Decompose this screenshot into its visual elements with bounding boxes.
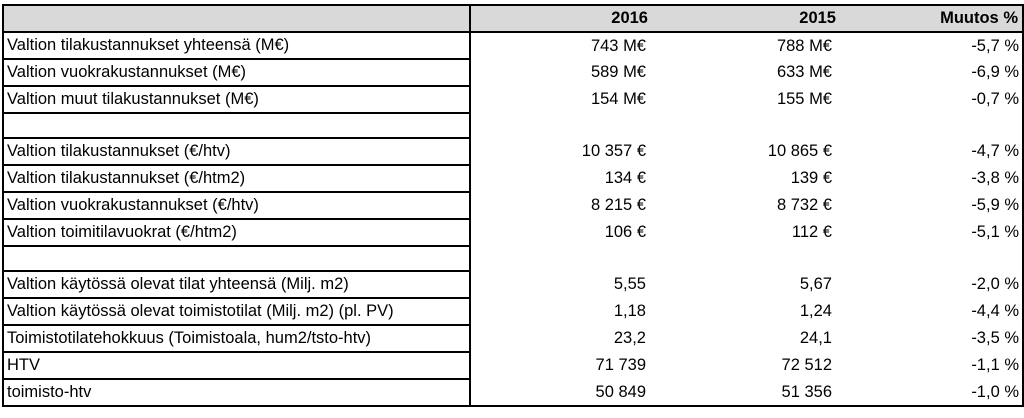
table-row: Valtion käytössä olevat tilat yhteensä (… <box>2 270 1024 299</box>
value-2016: 106 € <box>604 223 646 241</box>
row-label: HTV <box>2 351 471 380</box>
row-label: Valtion toimitilavuokrat (€/htm2) <box>2 218 471 247</box>
value-2016: 10 357 € <box>581 142 646 160</box>
row-label: toimisto-htv <box>2 378 471 407</box>
value-2015: 8 732 € <box>776 196 832 214</box>
value-2015: 112 € <box>791 223 832 241</box>
value-2015: 5,67 <box>799 275 832 293</box>
value-2015: 51 356 <box>652 379 840 407</box>
row-label: Toimistotilatehokkuus (Toimistoala, hum2… <box>2 324 471 353</box>
spacer-row <box>2 245 1024 272</box>
header-change-percent: Muutos % <box>840 4 1024 33</box>
value-2016: 8 215 € <box>590 196 646 214</box>
row-label: Valtion vuokrakustannukset (M€) <box>2 58 471 87</box>
spacer-row <box>2 112 1024 139</box>
table-row: Valtion käytössä olevat toimistotilat (M… <box>2 297 1024 326</box>
value-2016: 50 849 <box>470 379 652 407</box>
value-change: -5,9 % <box>840 192 1024 219</box>
value-2015: 788 M€ <box>776 36 832 55</box>
value-change: -1,1 % <box>840 352 1024 379</box>
header-2016: 2016 <box>470 4 652 33</box>
value-2016: 23,2 <box>613 329 646 347</box>
value-2015: 72 512 <box>781 356 832 374</box>
row-label <box>2 112 471 139</box>
table-row: toimisto-htv 50 849 51 356 -1,0 % <box>2 378 1024 407</box>
cost-comparison-table: 2016 2015 Muutos % Valtion tilakustannuk… <box>2 4 1024 407</box>
value-2016: 71 739 <box>595 356 646 374</box>
header-row: 2016 2015 Muutos % <box>2 4 1024 33</box>
row-label: Valtion muut tilakustannukset (M€) <box>2 85 471 114</box>
table-row: Valtion muut tilakustannukset (M€) 154 M… <box>2 85 1024 114</box>
value-change: -3,8 % <box>840 165 1024 192</box>
value-change: -5,7 % <box>840 32 1024 59</box>
value-change: -2,0 % <box>840 271 1024 298</box>
row-label: Valtion käytössä olevat toimistotilat (M… <box>2 297 471 326</box>
value-change: -3,5 % <box>840 325 1024 352</box>
row-label: Valtion tilakustannukset yhteensä (M€) <box>2 31 471 60</box>
value-change: -1,0 % <box>840 379 1024 407</box>
value-2015: 155 M€ <box>776 90 832 108</box>
header-2015: 2015 <box>652 4 840 33</box>
value-change: -4,7 % <box>840 138 1024 165</box>
table-row: Valtion tilakustannukset yhteensä (M€) 7… <box>2 31 1024 60</box>
value-2015: 24,1 <box>799 329 832 347</box>
value-2016: 589 M€ <box>590 63 646 81</box>
value-change: -0,7 % <box>840 86 1024 113</box>
value-change <box>840 113 1024 138</box>
value-2015: 633 M€ <box>776 63 832 81</box>
value-2016 <box>470 113 652 138</box>
row-label: Valtion käytössä olevat tilat yhteensä (… <box>2 270 471 299</box>
value-2016: 1,18 <box>613 302 646 320</box>
table-row: Valtion vuokrakustannukset (€/htv) 8 215… <box>2 191 1024 220</box>
table-row: Valtion tilakustannukset (€/htm2) 134 € … <box>2 164 1024 193</box>
table-row: Valtion tilakustannukset (€/htv) 10 357 … <box>2 137 1024 166</box>
table-row: HTV 71 739 72 512 -1,1 % <box>2 351 1024 380</box>
value-2015 <box>652 246 840 271</box>
row-label <box>2 245 471 272</box>
header-label-cell <box>2 4 471 33</box>
table-row: Valtion toimitilavuokrat (€/htm2) 106 € … <box>2 218 1024 247</box>
row-label: Valtion vuokrakustannukset (€/htv) <box>2 191 471 220</box>
row-label: Valtion tilakustannukset (€/htm2) <box>2 164 471 193</box>
value-2015: 10 865 € <box>767 142 832 160</box>
value-2016: 134 € <box>604 169 646 187</box>
value-change: -4,4 % <box>840 298 1024 325</box>
table-row: Toimistotilatehokkuus (Toimistoala, hum2… <box>2 324 1024 353</box>
value-change <box>840 246 1024 271</box>
value-2015: 139 € <box>790 169 832 187</box>
value-2016: 743 M€ <box>590 36 646 55</box>
table-row: Valtion vuokrakustannukset (M€) 589 M€ 6… <box>2 58 1024 87</box>
value-2015 <box>652 113 840 138</box>
value-change: -5,1 % <box>840 219 1024 246</box>
value-2016: 5,55 <box>613 275 646 293</box>
value-2016 <box>470 246 652 271</box>
value-2016: 154 M€ <box>590 90 646 108</box>
row-label: Valtion tilakustannukset (€/htv) <box>2 137 471 166</box>
value-change: -6,9 % <box>840 59 1024 86</box>
value-2015: 1,24 <box>799 302 832 320</box>
